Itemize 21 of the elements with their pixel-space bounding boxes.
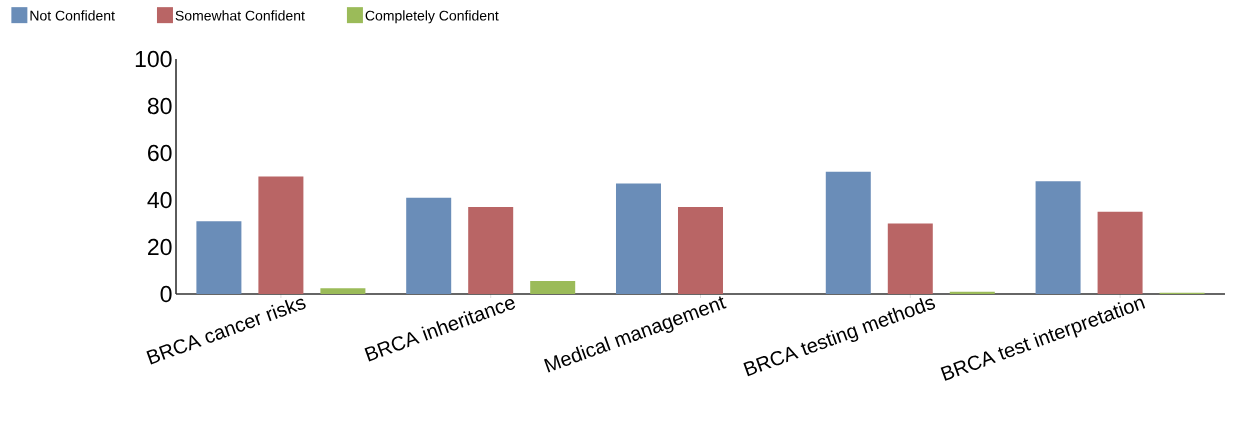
legend-label: Completely Confident (365, 10, 499, 24)
bar (1097, 211, 1143, 294)
y-tick-label: 40 (147, 191, 172, 209)
legend-label: Somewhat Confident (175, 10, 305, 21)
bar (825, 171, 871, 294)
bar (406, 197, 452, 294)
bar (677, 207, 723, 294)
bar (615, 183, 661, 294)
bar (258, 176, 304, 294)
bar (887, 223, 933, 294)
bar (196, 221, 242, 294)
y-tick-label: 20 (148, 238, 172, 256)
bar (468, 207, 514, 294)
bar (320, 288, 366, 294)
y-tick-label: 0 (160, 285, 172, 303)
bar (1035, 181, 1081, 294)
legend-label: Not Confident (30, 10, 115, 21)
bar (530, 281, 576, 294)
y-tick-label: 60 (148, 144, 172, 162)
y-tick-label: 80 (147, 97, 172, 115)
y-tick-label: 100 (135, 50, 172, 68)
